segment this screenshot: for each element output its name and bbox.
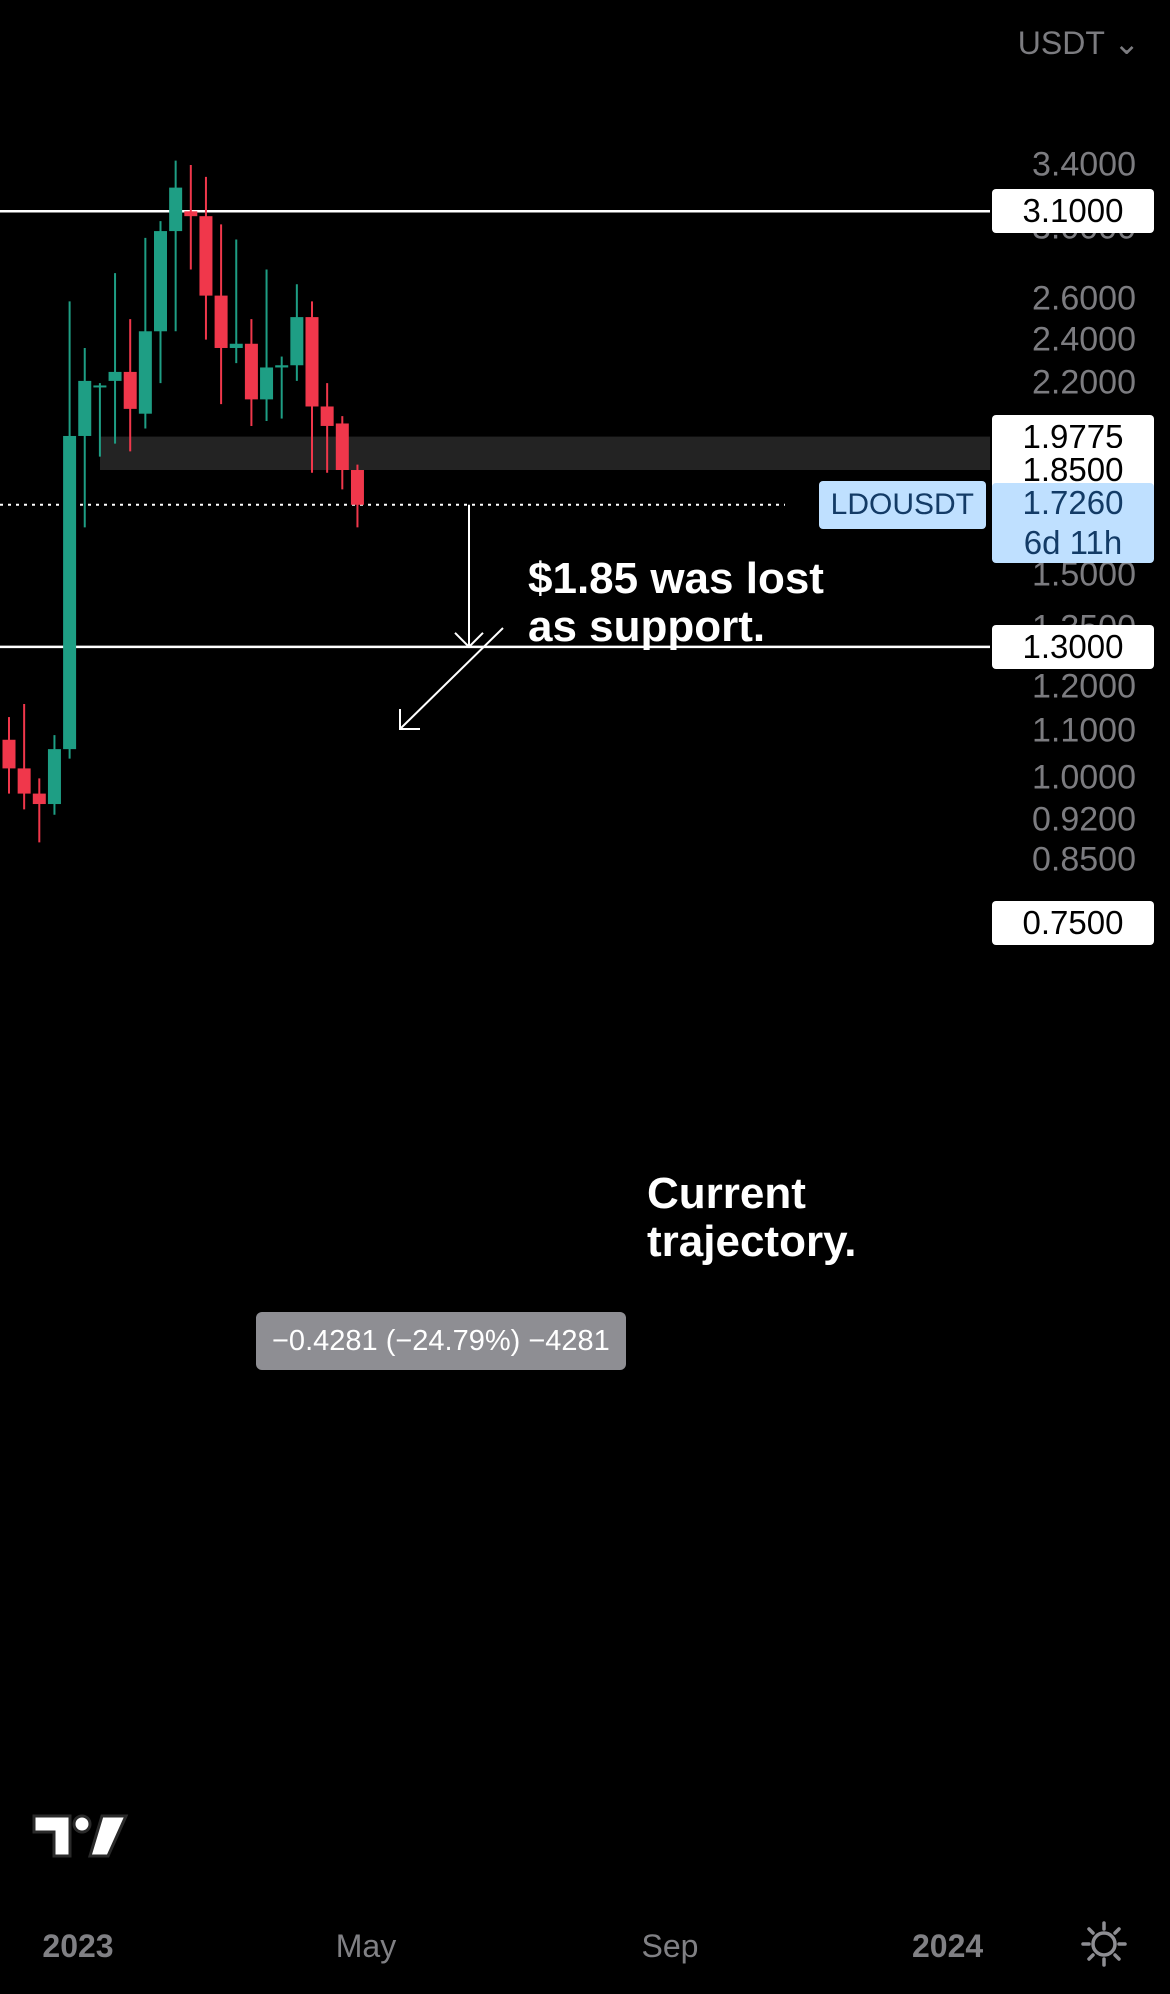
x-tick-label: Sep (641, 1928, 699, 1964)
candle-body (78, 380, 92, 436)
candle-body (138, 331, 152, 414)
candle-body (320, 406, 334, 426)
y-tick-label: 3.4000 (1032, 145, 1136, 184)
candle-body (32, 793, 46, 805)
candle-body (290, 317, 304, 366)
chevron-down-icon: ⌄ (1113, 25, 1140, 61)
candle-body (17, 768, 31, 794)
candle-body (93, 385, 107, 388)
candle-body (260, 367, 274, 400)
settings-gear-icon[interactable] (1080, 1920, 1128, 1968)
annotation-arrow-line (399, 627, 504, 730)
candle-body (123, 371, 137, 409)
candle-body (199, 216, 213, 296)
candle-body (154, 231, 167, 332)
price-level-label: 3.1000 (992, 189, 1154, 234)
annotation-line: Current (647, 1169, 806, 1218)
candle-body (184, 211, 198, 217)
y-tick-label: 1.1000 (1032, 711, 1136, 750)
candle-body (350, 470, 364, 505)
x-tick-label: May (335, 1928, 397, 1964)
measure-arrow-head (454, 632, 484, 649)
price-level-label: 1.3000 (992, 624, 1154, 669)
annotation-arrow-head (399, 709, 420, 730)
candle-body (63, 435, 77, 750)
candle-body (229, 343, 243, 348)
tradingview-logo-icon[interactable] (30, 1810, 130, 1862)
candle-body (2, 739, 16, 769)
y-tick-label: 0.9200 (1032, 800, 1136, 839)
annotation-line: as support. (528, 602, 766, 651)
price-level-label: 0.7500 (992, 900, 1154, 945)
y-tick-label: 1.2000 (1032, 667, 1136, 706)
measure-label[interactable]: −0.4281 (−24.79%) −4281 (256, 1312, 626, 1370)
y-tick-label: 2.2000 (1032, 363, 1136, 402)
currency-selector[interactable]: USDT ⌄ (1018, 24, 1140, 62)
y-tick-label: 0.8500 (1032, 840, 1136, 879)
bar-countdown: 6d 11h (1023, 523, 1123, 561)
annotation-line: trajectory. (647, 1217, 857, 1266)
y-tick-label: 2.4000 (1032, 320, 1136, 359)
candle-body (47, 749, 61, 805)
support-zone (100, 436, 990, 471)
x-tick-label: 2024 (912, 1928, 984, 1964)
y-tick-label: 2.6000 (1032, 279, 1136, 318)
candle-body (275, 365, 289, 368)
candle-body (169, 187, 183, 232)
annotation-support-lost[interactable]: $1.85 was lost as support. (528, 555, 824, 651)
candle-body (214, 295, 228, 348)
last-price-value: 1.7260 (1022, 483, 1124, 521)
currency-label: USDT (1017, 25, 1105, 61)
candle-body (244, 343, 258, 400)
x-tick-label: 2023 (42, 1928, 114, 1964)
candle-body (335, 423, 349, 471)
last-price-tag: 1.7260 6d 11h (992, 482, 1154, 563)
annotation-line: $1.85 was lost (528, 554, 824, 603)
symbol-tag: LDOUSDT (818, 480, 986, 529)
annotation-trajectory[interactable]: Current trajectory. (647, 1170, 857, 1266)
candle-body (108, 371, 122, 381)
candle-body (305, 317, 319, 407)
y-tick-label: 1.0000 (1032, 758, 1136, 797)
